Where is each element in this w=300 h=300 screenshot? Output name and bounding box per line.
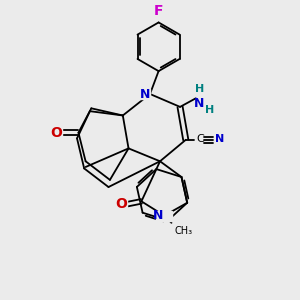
- Bar: [140, 89, 150, 99]
- Bar: [51, 128, 62, 138]
- Bar: [115, 199, 127, 209]
- Text: CH₃: CH₃: [174, 226, 193, 236]
- Text: N: N: [152, 209, 163, 222]
- Text: O: O: [115, 197, 127, 211]
- Bar: [156, 211, 172, 221]
- Text: F: F: [154, 4, 163, 18]
- Text: N: N: [194, 97, 205, 110]
- Text: H: H: [196, 84, 205, 94]
- Text: C: C: [197, 134, 204, 144]
- Text: N: N: [140, 88, 150, 100]
- Text: N: N: [215, 134, 224, 144]
- Text: H: H: [205, 105, 214, 115]
- Text: O: O: [50, 126, 62, 140]
